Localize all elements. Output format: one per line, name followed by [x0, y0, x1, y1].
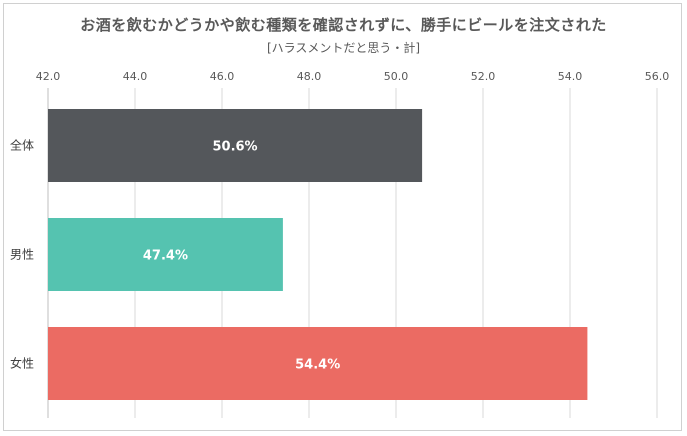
- chart-title: お酒を飲むかどうかや飲む種類を確認されずに、勝手にビールを注文された: [80, 16, 607, 34]
- bars: [48, 109, 588, 400]
- x-tick-label: 48.0: [297, 70, 322, 83]
- category-label: 全体: [10, 138, 34, 153]
- category-label: 男性: [10, 248, 34, 262]
- x-axis-ticks: 42.0 44.0 46.0 48.0 50.0 52.0 54.0 56.0: [36, 70, 670, 83]
- x-tick-label: 44.0: [123, 70, 148, 83]
- x-tick-label: 54.0: [558, 70, 583, 83]
- x-tick-label: 42.0: [36, 70, 61, 83]
- bar-1: [48, 109, 423, 182]
- x-tick-label: 52.0: [471, 70, 496, 83]
- x-tick-label: 56.0: [645, 70, 670, 83]
- data-label: 47.4%: [143, 249, 188, 264]
- chart-subtitle: [ハラスメントだと思う・計]: [266, 41, 421, 55]
- data-label: 54.4%: [295, 358, 340, 373]
- x-tick-label: 46.0: [210, 70, 235, 83]
- x-tick-label: 50.0: [384, 70, 409, 83]
- category-label: 女性: [10, 356, 34, 371]
- bar-3: [48, 327, 588, 400]
- data-labels: 50.6% 47.4% 54.4%: [143, 140, 340, 373]
- data-label: 50.6%: [212, 140, 257, 155]
- bar-2: [48, 218, 283, 291]
